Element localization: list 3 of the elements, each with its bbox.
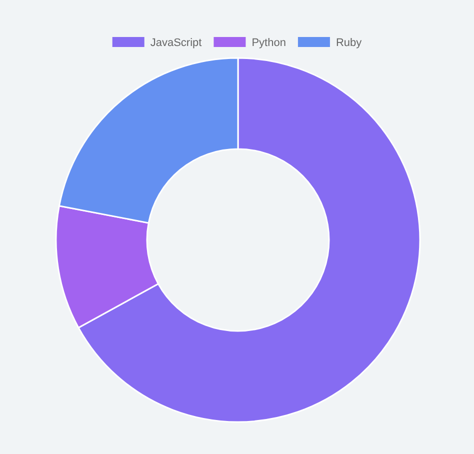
legend-label: JavaScript [150,37,202,49]
legend-label: Python [252,37,286,49]
legend-label: Ruby [336,37,362,49]
